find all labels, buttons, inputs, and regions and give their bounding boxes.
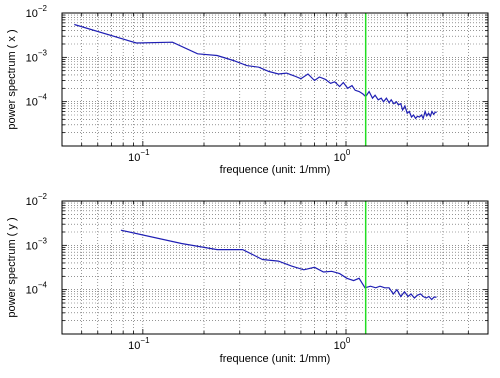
x-tick-label-x-spectrum-0: 10−1 xyxy=(128,148,150,164)
series-line-x-spectrum xyxy=(74,23,437,121)
y-tick-label-y-spectrum-1: 10−3 xyxy=(26,236,48,252)
plot-frame-y-spectrum xyxy=(61,200,489,335)
y-tick-label-exp-x-spectrum-0: −4 xyxy=(38,93,48,102)
y-tick-label-base-x-spectrum-1: 10 xyxy=(26,52,38,64)
x-tick-label-exp-x-spectrum-0: −1 xyxy=(140,148,150,157)
plot-frame-x-spectrum xyxy=(61,12,489,147)
y-axis-label-x-spectrum: power spectrum ( x ) xyxy=(6,29,18,129)
grid-y-spectrum xyxy=(62,201,488,334)
ticks-x-spectrum xyxy=(61,12,489,147)
x-axis-label-x-spectrum: frequence (unit: 1/mm) xyxy=(220,164,331,176)
x-tick-label-y-spectrum-1: 100 xyxy=(334,336,351,352)
x-tick-label-base-y-spectrum-0: 10 xyxy=(128,340,140,352)
y-tick-label-exp-y-spectrum-1: −3 xyxy=(38,236,48,245)
y-tick-label-x-spectrum-2: 10−2 xyxy=(26,4,48,20)
x-tick-label-base-y-spectrum-1: 10 xyxy=(334,340,346,352)
x-tick-labels-y-spectrum: 10−1 100 xyxy=(128,336,351,352)
x-tick-label-x-spectrum-1: 100 xyxy=(334,148,351,164)
y-tick-label-base-y-spectrum-2: 10 xyxy=(26,196,38,208)
y-tick-label-base-y-spectrum-0: 10 xyxy=(26,285,38,297)
y-tick-label-exp-x-spectrum-2: −2 xyxy=(38,4,48,13)
grid-x-spectrum xyxy=(62,13,488,146)
ticks-y-spectrum xyxy=(61,200,489,335)
x-tick-label-exp-y-spectrum-1: 0 xyxy=(346,336,351,345)
y-tick-label-base-x-spectrum-2: 10 xyxy=(26,8,38,20)
x-tick-label-exp-x-spectrum-1: 0 xyxy=(346,148,351,157)
x-tick-label-base-x-spectrum-0: 10 xyxy=(128,152,140,164)
y-tick-label-exp-y-spectrum-0: −4 xyxy=(38,281,48,290)
y-tick-label-y-spectrum-0: 10−4 xyxy=(26,281,48,297)
y-tick-label-x-spectrum-0: 10−4 xyxy=(26,93,48,109)
x-tick-label-base-x-spectrum-1: 10 xyxy=(334,152,346,164)
x-tick-label-exp-y-spectrum-0: −1 xyxy=(140,336,150,345)
y-tick-label-exp-y-spectrum-2: −2 xyxy=(38,192,48,201)
y-tick-label-x-spectrum-1: 10−3 xyxy=(26,48,48,64)
y-tick-labels-x-spectrum: 10−410−310−2 xyxy=(26,4,48,109)
x-tick-label-y-spectrum-0: 10−1 xyxy=(128,336,150,352)
y-axis-label-y-spectrum: power spectrum ( y ) xyxy=(6,217,18,317)
y-tick-label-exp-x-spectrum-1: −3 xyxy=(38,48,48,57)
x-axis-label-y-spectrum: frequence (unit: 1/mm) xyxy=(220,353,331,365)
y-tick-label-base-y-spectrum-1: 10 xyxy=(26,240,38,252)
series-line-y-spectrum xyxy=(120,229,437,301)
y-tick-label-base-x-spectrum-0: 10 xyxy=(26,97,38,109)
chart-x-spectrum: 10−410−310−2 10−1 100 frequence (unit: 1/… xyxy=(6,4,489,176)
y-tick-labels-y-spectrum: 10−410−310−2 xyxy=(26,192,48,297)
y-tick-label-y-spectrum-2: 10−2 xyxy=(26,192,48,208)
x-tick-labels-x-spectrum: 10−1 100 xyxy=(128,148,351,164)
chart-y-spectrum: 10−410−310−2 10−1 100 frequence (unit: 1/… xyxy=(6,192,489,365)
